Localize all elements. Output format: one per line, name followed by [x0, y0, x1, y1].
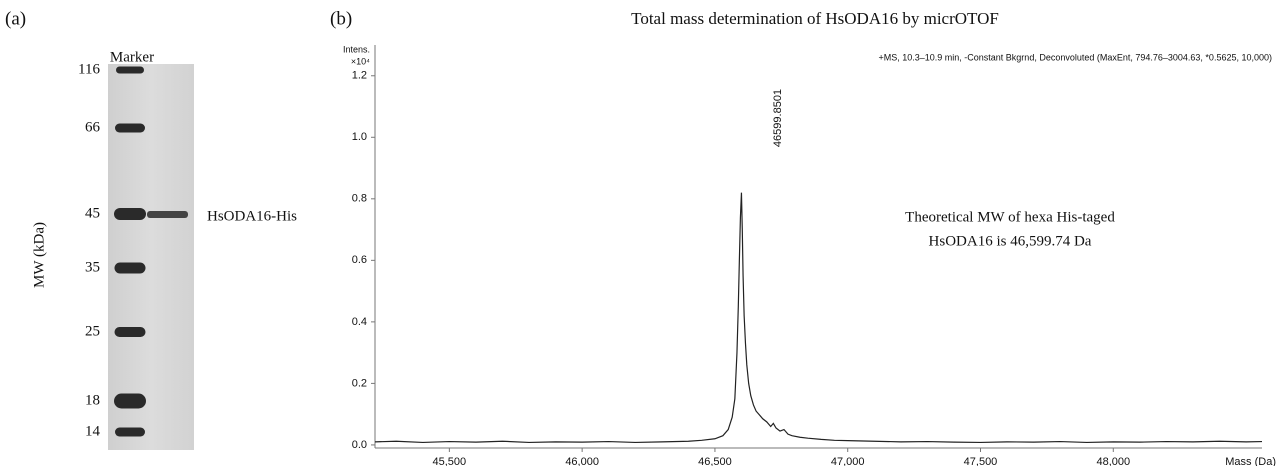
subtitle: +MS, 10.3–10.9 min, -Constant Bkgrnd, De… — [878, 52, 1272, 62]
marker-label: 66 — [85, 119, 101, 135]
lane-label: Marker — [110, 49, 154, 65]
y-tick-label: 1.2 — [352, 70, 367, 82]
marker-label: 45 — [85, 205, 100, 221]
x-tick-label: 48,000 — [1096, 456, 1130, 466]
band-label: HsODA16-His — [207, 208, 297, 224]
y-unit: ×10⁴ — [351, 56, 370, 66]
marker-band — [114, 327, 146, 337]
marker-band — [115, 123, 145, 133]
chart-title: Total mass determination of HsODA16 by m… — [631, 9, 999, 28]
peak-label: 46599.8501 — [772, 89, 784, 147]
panel-label: (b) — [330, 8, 352, 29]
marker-band — [115, 427, 145, 437]
y-tick-label: 0.8 — [352, 193, 367, 205]
gel — [108, 64, 194, 450]
sample-band — [147, 211, 188, 218]
annotation: Theoretical MW of hexa His-taged — [905, 209, 1115, 225]
y-label: Intens. — [343, 44, 370, 54]
x-tick-label: 45,500 — [433, 456, 467, 466]
y-tick-label: 0.0 — [352, 439, 367, 451]
marker-label: 18 — [85, 392, 100, 408]
x-label: Mass (Da) — [1225, 456, 1276, 466]
marker-band — [116, 66, 144, 74]
y-tick-label: 1.0 — [352, 131, 367, 143]
axis-label: MW (kDa) — [31, 222, 47, 288]
x-tick-label: 47,000 — [831, 456, 865, 466]
line — [374, 192, 1263, 444]
y-tick-label: 0.4 — [352, 316, 367, 328]
x-tick-label: 46,500 — [698, 456, 732, 466]
panel-label: (a) — [5, 8, 26, 29]
marker-label: 116 — [78, 61, 100, 77]
marker-band — [114, 393, 146, 409]
y-tick-label: 0.6 — [352, 254, 367, 266]
marker-label: 14 — [85, 423, 101, 439]
x-tick-label: 46,000 — [565, 456, 599, 466]
y-tick-label: 0.2 — [352, 377, 367, 389]
x-tick-label: 47,500 — [964, 456, 998, 466]
marker-label: 35 — [85, 259, 100, 275]
marker-band — [114, 262, 146, 274]
marker-band — [114, 208, 146, 220]
marker-label: 25 — [85, 323, 100, 339]
annotation: HsODA16 is 46,599.74 Da — [929, 233, 1092, 249]
